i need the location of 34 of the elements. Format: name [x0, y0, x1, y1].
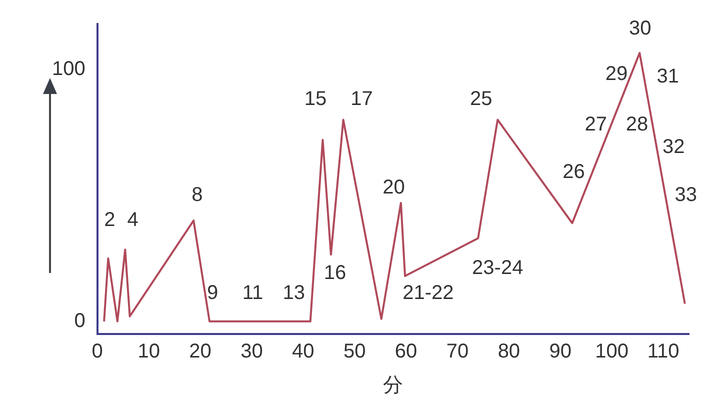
x-tick-label: 80 — [498, 340, 520, 363]
annotation: 29 — [605, 62, 628, 85]
annotation: 15 — [304, 88, 327, 110]
annotation: 21-22 — [402, 282, 454, 304]
annotation: 16 — [324, 262, 346, 284]
annotation: 13 — [282, 282, 306, 304]
annotation: 32 — [662, 136, 685, 158]
annotation: 8 — [192, 184, 203, 206]
x-tick-label: 50 — [343, 340, 366, 363]
annotation: 9 — [207, 282, 218, 304]
x-tick-label: 20 — [189, 340, 212, 363]
x-tick-label: 90 — [549, 340, 572, 363]
x-tick-label: 30 — [240, 340, 263, 363]
annotation: 17 — [350, 88, 373, 110]
x-tick-label: 70 — [446, 340, 469, 363]
annotation: 23-24 — [472, 256, 524, 279]
x-tick-label: 100 — [595, 340, 629, 363]
x-axis-title: 分 — [383, 374, 404, 397]
x-tick-label: 110 — [647, 340, 680, 363]
annotation: 2 — [104, 209, 116, 232]
x-tick-label: 10 — [138, 340, 160, 363]
annotation: 20 — [382, 176, 405, 198]
annotation: 33 — [674, 184, 698, 206]
annotation: 31 — [656, 65, 680, 88]
annotation: 26 — [562, 161, 585, 184]
x-tick-label: 60 — [394, 340, 418, 363]
annotation: 25 — [470, 88, 492, 110]
annotation: 11 — [242, 282, 264, 304]
annotation: 27 — [584, 113, 608, 136]
x-tick-label: 0 — [92, 340, 103, 363]
annotation: 28 — [626, 113, 648, 136]
annotation: 4 — [127, 209, 138, 232]
x-tick-label: 40 — [292, 340, 314, 363]
annotation: 30 — [629, 18, 652, 40]
